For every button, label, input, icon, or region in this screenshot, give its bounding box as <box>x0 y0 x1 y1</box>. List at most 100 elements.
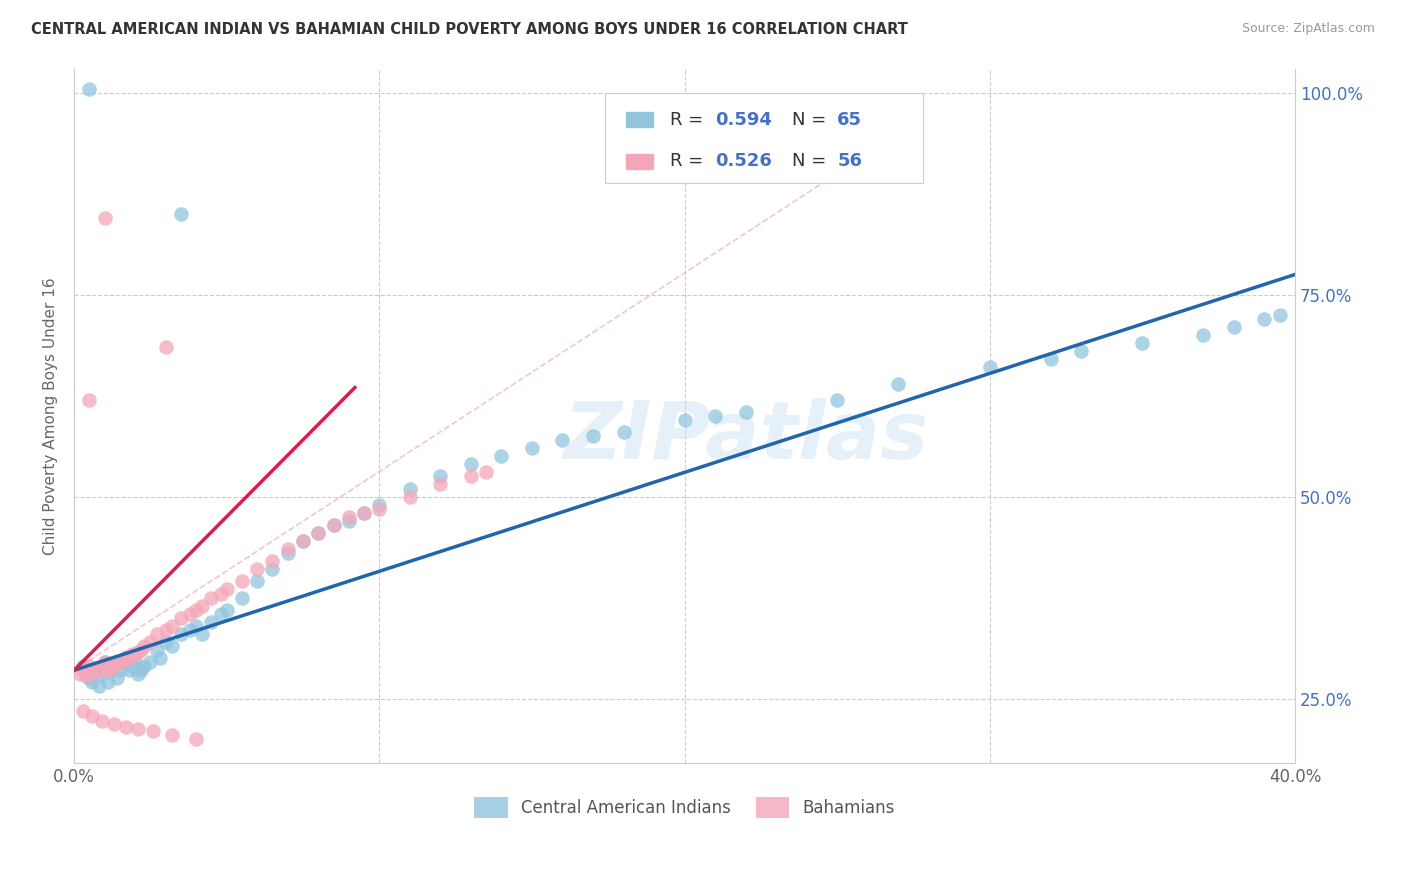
Point <box>186 602 208 616</box>
Point <box>887 376 910 391</box>
Point <box>79 659 101 673</box>
Point <box>87 680 110 694</box>
Point <box>127 645 149 659</box>
Point <box>115 720 138 734</box>
Point <box>215 582 238 597</box>
Point <box>1039 352 1062 367</box>
Point <box>121 659 143 673</box>
Point <box>353 506 375 520</box>
Point <box>704 409 727 423</box>
Point <box>337 514 360 528</box>
Point <box>979 360 1001 375</box>
Point <box>292 534 315 549</box>
Point <box>118 663 141 677</box>
Point <box>191 627 214 641</box>
Point <box>337 509 360 524</box>
Point <box>460 469 482 483</box>
Point <box>200 615 222 629</box>
FancyBboxPatch shape <box>605 93 922 183</box>
Point <box>115 651 138 665</box>
Point <box>103 717 125 731</box>
Point <box>179 607 201 621</box>
Point <box>179 623 201 637</box>
Point <box>108 663 131 677</box>
Point <box>551 433 574 447</box>
Point <box>97 675 120 690</box>
Point <box>475 466 498 480</box>
Point <box>160 619 183 633</box>
Text: 0.594: 0.594 <box>716 111 772 128</box>
Point <box>262 554 284 568</box>
Point <box>582 429 605 443</box>
Point <box>398 482 420 496</box>
Point <box>825 392 848 407</box>
Text: 65: 65 <box>837 111 862 128</box>
Point <box>200 591 222 605</box>
Point <box>155 623 177 637</box>
Point <box>72 704 94 718</box>
Point <box>111 655 134 669</box>
Point <box>129 663 152 677</box>
Text: ZIPatlas: ZIPatlas <box>562 398 928 475</box>
Point <box>79 81 101 95</box>
Point <box>90 667 112 681</box>
Point <box>90 714 112 728</box>
Point <box>115 649 138 664</box>
Point <box>429 477 451 491</box>
Point <box>1132 336 1154 351</box>
Point <box>124 647 146 661</box>
Point <box>262 562 284 576</box>
Point <box>1070 344 1092 359</box>
Point <box>612 425 634 439</box>
Point <box>322 517 344 532</box>
Text: 56: 56 <box>837 153 862 170</box>
Point <box>460 457 482 471</box>
Y-axis label: Child Poverty Among Boys Under 16: Child Poverty Among Boys Under 16 <box>44 277 58 555</box>
Point <box>90 659 112 673</box>
Text: R =: R = <box>669 153 709 170</box>
Point <box>292 534 315 549</box>
Point <box>209 607 232 621</box>
Point <box>307 525 329 540</box>
Point <box>145 627 167 641</box>
Point <box>246 562 269 576</box>
Point <box>82 675 104 690</box>
Point <box>84 663 107 677</box>
Point <box>186 731 208 746</box>
Point <box>127 667 149 681</box>
Point <box>118 651 141 665</box>
Point <box>398 490 420 504</box>
Point <box>72 659 94 673</box>
Point <box>79 392 101 407</box>
Point <box>170 611 193 625</box>
Text: N =: N = <box>792 153 832 170</box>
Bar <box>626 153 652 169</box>
Point <box>87 663 110 677</box>
Point <box>368 498 391 512</box>
Legend: Central American Indians, Bahamians: Central American Indians, Bahamians <box>468 790 901 824</box>
Point <box>82 665 104 680</box>
Point <box>93 211 115 225</box>
Point <box>84 661 107 675</box>
Point <box>82 709 104 723</box>
Point <box>231 591 253 605</box>
Point <box>353 506 375 520</box>
Point <box>1268 308 1291 322</box>
Point <box>160 639 183 653</box>
Point <box>368 501 391 516</box>
Point <box>520 441 543 455</box>
Point <box>93 655 115 669</box>
Point <box>93 655 115 669</box>
Point <box>69 667 91 681</box>
Point <box>246 574 269 589</box>
Point <box>127 722 149 736</box>
Point <box>72 663 94 677</box>
Point <box>191 599 214 613</box>
Point <box>186 619 208 633</box>
Point <box>108 655 131 669</box>
Point <box>139 655 162 669</box>
Point <box>148 651 170 665</box>
Point <box>155 340 177 354</box>
Point <box>231 574 253 589</box>
Point <box>170 207 193 221</box>
